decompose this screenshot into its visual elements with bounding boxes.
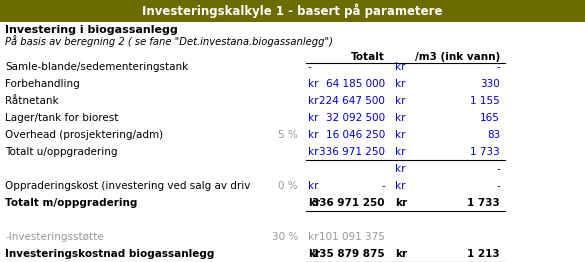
Text: -: - [496, 62, 500, 72]
Text: kr: kr [308, 130, 318, 140]
Text: kr: kr [395, 62, 405, 72]
Text: kr: kr [308, 79, 318, 89]
Text: kr: kr [395, 79, 405, 89]
Text: 64 185 000: 64 185 000 [326, 79, 385, 89]
Text: -: - [496, 164, 500, 174]
Text: Investering i biogassanlegg: Investering i biogassanlegg [5, 25, 178, 35]
Text: 235 879 875: 235 879 875 [312, 249, 385, 259]
Text: kr: kr [395, 96, 405, 106]
Text: På basis av beregning 2 ( se fane "Det.investana.biogassanlegg"): På basis av beregning 2 ( se fane "Det.i… [5, 35, 333, 47]
Text: 5 %: 5 % [278, 130, 298, 140]
Text: Overhead (prosjektering/adm): Overhead (prosjektering/adm) [5, 130, 163, 140]
Text: Forbehandling: Forbehandling [5, 79, 80, 89]
Text: kr: kr [308, 113, 318, 123]
Text: Investeringskostnad biogassanlegg: Investeringskostnad biogassanlegg [5, 249, 214, 259]
Text: Investeringskalkyle 1 - basert på parametere: Investeringskalkyle 1 - basert på parame… [142, 4, 443, 18]
Text: 1 733: 1 733 [470, 147, 500, 157]
Text: kr: kr [395, 130, 405, 140]
Text: Totalt: Totalt [351, 52, 385, 62]
Text: 83: 83 [487, 130, 500, 140]
Text: kr: kr [395, 164, 405, 174]
Text: kr: kr [308, 198, 320, 208]
Text: kr: kr [395, 249, 407, 259]
Text: kr: kr [395, 113, 405, 123]
Text: 1 155: 1 155 [470, 96, 500, 106]
Text: 30 %: 30 % [272, 232, 298, 242]
Text: 336 971 250: 336 971 250 [312, 198, 385, 208]
Text: Oppraderingskost (investering ved salg av driv: Oppraderingskost (investering ved salg a… [5, 181, 250, 191]
Text: kr: kr [308, 232, 318, 242]
Text: kr: kr [308, 96, 318, 106]
Text: Totalt m/oppgradering: Totalt m/oppgradering [5, 198, 137, 208]
Text: kr: kr [395, 181, 405, 191]
Text: 224 647 500: 224 647 500 [319, 96, 385, 106]
Bar [0, 0, 585, 22]
Text: Lager/tank for biorest: Lager/tank for biorest [5, 113, 118, 123]
Text: 165: 165 [480, 113, 500, 123]
Text: kr: kr [308, 147, 318, 157]
Text: Totalt u/oppgradering: Totalt u/oppgradering [5, 147, 118, 157]
Text: Samle-blande/sedementeringstank: Samle-blande/sedementeringstank [5, 62, 188, 72]
Text: Råtnetank: Råtnetank [5, 96, 59, 106]
Text: 336 971 250: 336 971 250 [319, 147, 385, 157]
Text: kr: kr [308, 181, 318, 191]
Text: 16 046 250: 16 046 250 [326, 130, 385, 140]
Text: /m3 (ink vann): /m3 (ink vann) [415, 52, 500, 62]
Text: 32 092 500: 32 092 500 [326, 113, 385, 123]
Text: 0 %: 0 % [278, 181, 298, 191]
Text: -: - [308, 62, 312, 72]
Text: kr: kr [395, 198, 407, 208]
Text: -: - [496, 181, 500, 191]
Text: kr: kr [395, 147, 405, 157]
Text: 1 213: 1 213 [467, 249, 500, 259]
Text: -Investeringsstøtte: -Investeringsstøtte [5, 232, 104, 242]
Text: kr: kr [308, 249, 320, 259]
Text: 101 091 375: 101 091 375 [319, 232, 385, 242]
Text: 330: 330 [480, 79, 500, 89]
Text: -: - [381, 181, 385, 191]
Text: 1 733: 1 733 [467, 198, 500, 208]
